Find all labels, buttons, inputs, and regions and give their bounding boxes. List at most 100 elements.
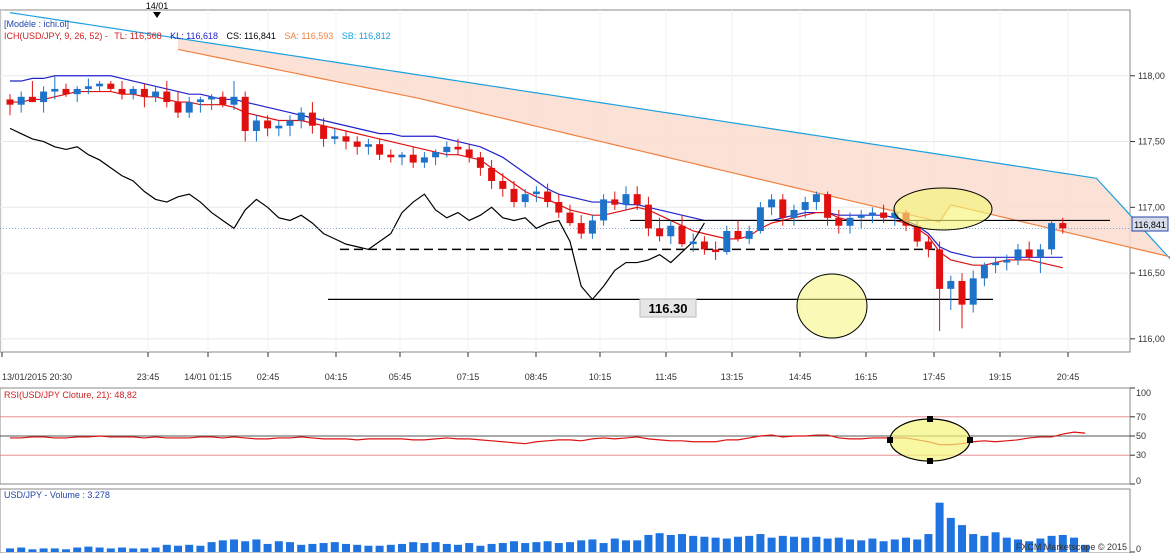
volume-bar (297, 544, 306, 552)
candle-body (465, 149, 473, 158)
volume-bar (577, 540, 586, 552)
volume-bar (185, 544, 194, 552)
rsi-tick-label: 100 (1136, 388, 1151, 398)
volume-bar (913, 539, 922, 552)
volume-bar (319, 543, 328, 552)
candle-body (745, 230, 753, 239)
candle-body (196, 99, 204, 103)
volume-bar (879, 541, 888, 552)
volume-bar (778, 535, 787, 552)
volume-bar (39, 548, 48, 552)
candle-body (644, 204, 652, 229)
candle-body (880, 212, 888, 218)
footer-credit: FXCM Marketscope © 2015 (1016, 542, 1127, 552)
volume-bar (1036, 538, 1045, 552)
rsi-highlight-ellipse (889, 418, 971, 462)
volume-bar (756, 534, 765, 552)
model-label: [Modèle : ichi.ol] (4, 19, 69, 29)
price-tick-label: 116,50 (1138, 268, 1165, 278)
candle-body (420, 157, 428, 163)
candle-body (488, 167, 496, 181)
volume-bar (487, 543, 496, 552)
volume-bar (588, 539, 597, 552)
candle-body (129, 88, 137, 95)
time-tick-label: 20:45 (1057, 372, 1080, 382)
volume-bar (454, 544, 462, 552)
volume-bar (196, 545, 205, 552)
candle-body (40, 91, 48, 103)
candle-body (17, 96, 25, 105)
volume-bar (375, 545, 384, 552)
volume-bar (73, 547, 82, 552)
candle-body (174, 102, 182, 113)
ichimoku-header: ICH(USD/JPY, 9, 26, 52) - TL: 116,568 KL… (4, 31, 391, 41)
candle-body (275, 125, 283, 129)
volume-bar (274, 541, 283, 552)
time-tick-label: 17:45 (923, 372, 946, 382)
volume-bar (386, 544, 395, 552)
senkou-b-line (9, 12, 1170, 260)
candle-body (633, 194, 641, 205)
candle-body (297, 112, 305, 121)
candle-body (779, 199, 787, 218)
candle-body (376, 144, 384, 155)
volume-bar (644, 534, 653, 552)
volume-bar (902, 537, 910, 552)
volume-bar (50, 548, 59, 552)
volume-bar (6, 548, 14, 552)
ich-sa: SA: 116,593 (284, 31, 333, 41)
time-tick-label: 05:45 (389, 372, 412, 382)
time-tick-label: 08:45 (525, 372, 548, 382)
support-label: 116.30 (648, 301, 687, 316)
volume-bar (151, 547, 160, 552)
candle-body (768, 199, 776, 208)
rsi-title: RSI(USD/JPY Cloture, 21): 48,82 (4, 390, 137, 400)
candle-body (947, 280, 955, 289)
date-marker: 14/01 (146, 1, 169, 11)
volume-bar (1058, 534, 1067, 552)
volume-bar (790, 536, 798, 552)
ich-name: ICH(USD/JPY, 9, 26, 52) - (4, 31, 108, 41)
volume-bar (17, 547, 26, 552)
candle-body (62, 88, 70, 95)
volume-bar (566, 542, 574, 552)
candle-body (1059, 223, 1067, 229)
candle-body (185, 102, 193, 113)
candle-body (499, 181, 507, 189)
candle-body (969, 278, 977, 305)
volume-bar (935, 502, 944, 552)
candle-body (6, 99, 14, 105)
volume-bar (364, 545, 373, 552)
candle-body (913, 225, 921, 242)
time-tick-label: 10:15 (589, 372, 612, 382)
candle-body (1036, 249, 1044, 258)
volume-bar (991, 532, 1000, 552)
candle-body (734, 230, 742, 239)
volume-bar (442, 543, 451, 552)
volume-bar (510, 541, 518, 552)
chikou-line (9, 127, 705, 301)
current-price-tag (1131, 216, 1169, 232)
volume-bar (711, 537, 720, 552)
volume-bar (286, 542, 294, 552)
ellipse-handle (927, 416, 933, 422)
candle-body (1003, 259, 1011, 263)
time-tick-label: 13:15 (721, 372, 744, 382)
volume-bar (230, 539, 238, 552)
volume-bar (1081, 544, 1090, 552)
volume-bar (622, 540, 630, 552)
candle-body (980, 265, 988, 279)
time-tick-label: 07:15 (457, 372, 480, 382)
volume-bar (342, 543, 350, 552)
candle-body (286, 120, 294, 126)
candle-body (588, 220, 596, 234)
volume-bar (689, 535, 698, 552)
senkou-a-line (177, 48, 1170, 258)
volume-bar (174, 545, 182, 552)
candle-body (611, 199, 619, 205)
volume-bar (241, 541, 250, 552)
volume-bar (734, 536, 742, 552)
candle-body (622, 194, 630, 205)
volume-bar (834, 537, 843, 552)
